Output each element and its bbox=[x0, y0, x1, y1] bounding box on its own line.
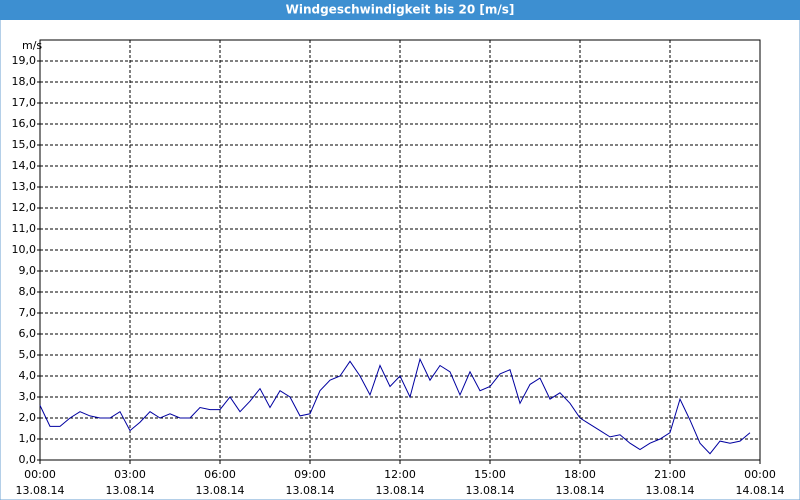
x-tick-label: 03:00 bbox=[114, 468, 146, 481]
x-tick-label: 00:00 bbox=[744, 468, 776, 481]
y-axis-label: m/s bbox=[22, 39, 42, 52]
y-tick-label: 2,0 bbox=[19, 411, 37, 424]
y-tick-label: 5,0 bbox=[19, 348, 37, 361]
x-tick-label: 18:00 bbox=[564, 468, 596, 481]
y-tick-label: 19,0 bbox=[12, 54, 37, 67]
y-tick-label: 14,0 bbox=[12, 159, 37, 172]
y-tick-label: 13,0 bbox=[12, 180, 37, 193]
data-line bbox=[39, 357, 751, 455]
y-tick-label: 4,0 bbox=[19, 369, 37, 382]
y-tick-label: 18,0 bbox=[12, 75, 37, 88]
x-tick-date: 13.08.14 bbox=[286, 484, 335, 497]
chart-title: Windgeschwindigkeit bis 20 [m/s] bbox=[286, 3, 515, 17]
x-tick-date: 13.08.14 bbox=[376, 484, 425, 497]
y-tick-label: 3,0 bbox=[19, 390, 37, 403]
y-tick-label: 0,0 bbox=[19, 453, 37, 466]
x-tick-date: 14.08.14 bbox=[736, 484, 785, 497]
x-tick-date: 13.08.14 bbox=[106, 484, 155, 497]
y-tick-label: 10,0 bbox=[12, 243, 37, 256]
x-tick-label: 06:00 bbox=[204, 468, 236, 481]
x-tick-date: 13.08.14 bbox=[466, 484, 515, 497]
x-tick-label: 09:00 bbox=[294, 468, 326, 481]
y-tick-label: 6,0 bbox=[19, 327, 37, 340]
x-tick-date: 13.08.14 bbox=[646, 484, 695, 497]
x-tick-label: 15:00 bbox=[474, 468, 506, 481]
y-tick-label: 7,0 bbox=[19, 306, 37, 319]
x-tick-date: 13.08.14 bbox=[196, 484, 245, 497]
y-tick-label: 17,0 bbox=[12, 96, 37, 109]
x-tick-date: 13.08.14 bbox=[556, 484, 605, 497]
x-tick-label: 21:00 bbox=[654, 468, 686, 481]
title-bar bbox=[0, 0, 800, 20]
x-tick-date: 13.08.14 bbox=[16, 484, 65, 497]
x-tick-label: 00:00 bbox=[24, 468, 56, 481]
x-tick-label: 12:00 bbox=[384, 468, 416, 481]
y-tick-label: 8,0 bbox=[19, 285, 37, 298]
y-tick-label: 12,0 bbox=[12, 201, 37, 214]
y-tick-label: 15,0 bbox=[12, 138, 37, 151]
y-tick-label: 16,0 bbox=[12, 117, 37, 130]
y-tick-label: 9,0 bbox=[19, 264, 37, 277]
y-tick-label: 1,0 bbox=[19, 432, 37, 445]
y-tick-label: 11,0 bbox=[12, 222, 37, 235]
